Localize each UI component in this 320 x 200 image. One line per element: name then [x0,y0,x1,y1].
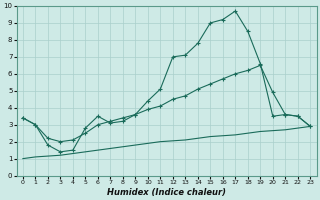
X-axis label: Humidex (Indice chaleur): Humidex (Indice chaleur) [107,188,226,197]
